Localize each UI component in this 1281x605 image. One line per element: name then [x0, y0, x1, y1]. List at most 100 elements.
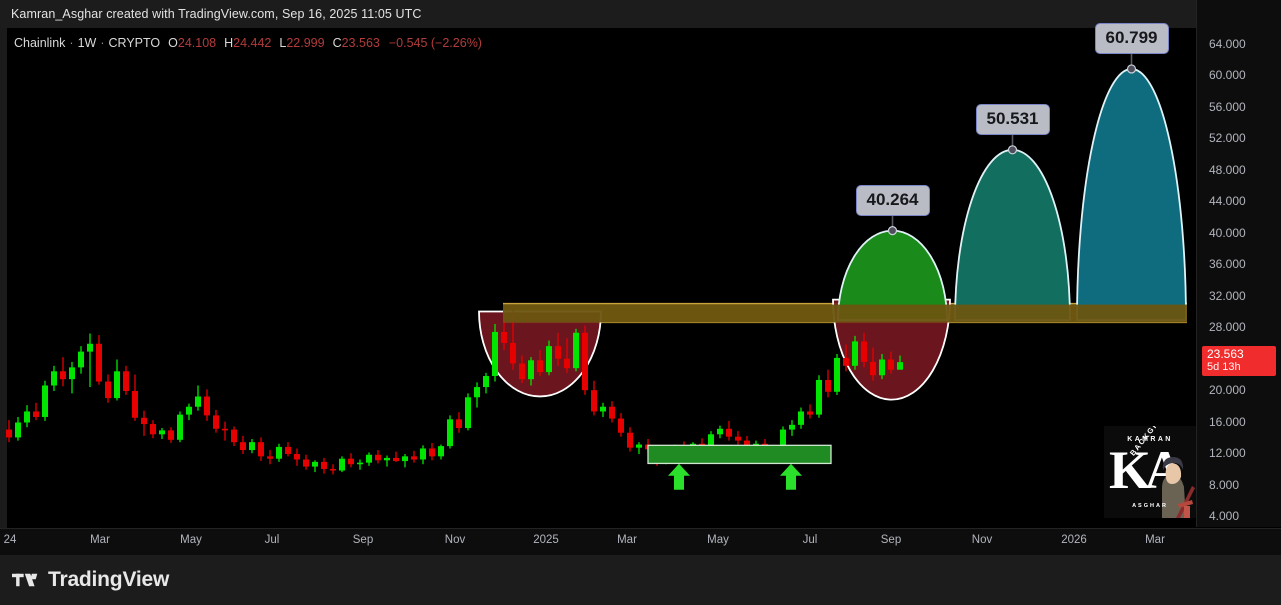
candle-body	[555, 346, 561, 359]
peak-marker-dot[interactable]	[1007, 145, 1018, 155]
legend-open-key: O	[168, 35, 178, 50]
candle-body	[204, 396, 210, 416]
buy-arrow-2[interactable]	[780, 463, 802, 490]
candle-body	[96, 343, 102, 382]
candle-body	[429, 448, 435, 457]
candle-body	[744, 440, 750, 447]
legend-separator-1: ·	[69, 35, 74, 50]
projection-arc-2[interactable]	[954, 148, 1071, 322]
candle-body	[465, 397, 471, 428]
candle-body	[105, 381, 111, 399]
candle-body	[123, 371, 129, 391]
time-tick: May	[707, 534, 729, 546]
candle-body	[78, 351, 84, 368]
candle-body	[600, 406, 606, 412]
candle-body	[33, 411, 39, 417]
candle-body	[159, 430, 165, 435]
candle-body	[411, 456, 417, 460]
candle-body	[24, 411, 30, 423]
candle-body	[816, 379, 822, 415]
price-tick: 20.000	[1209, 383, 1246, 398]
candle-body	[789, 424, 795, 430]
candle-body	[267, 456, 273, 459]
candle-body	[330, 468, 336, 471]
legend-interval[interactable]: 1W	[77, 35, 97, 50]
candle-body	[114, 371, 120, 399]
peak-price-label[interactable]: 50.531	[975, 103, 1050, 135]
candle-body	[177, 414, 183, 440]
current-price-tag: 23.563 5d 13h	[1202, 346, 1276, 377]
candle-body	[861, 341, 867, 362]
candle-body	[348, 458, 354, 465]
candle-body	[627, 432, 633, 448]
buy-arrow-1[interactable]	[668, 463, 690, 490]
candle-body	[141, 417, 147, 425]
price-tick: 8.000	[1209, 477, 1240, 492]
watermark-character-art	[1162, 457, 1195, 518]
candle-body	[483, 376, 489, 388]
candle-body	[366, 454, 372, 463]
candle-body	[492, 331, 498, 377]
legend-close-value: 23.563	[341, 35, 380, 50]
price-tick: 56.000	[1209, 99, 1246, 114]
candle-body	[393, 457, 399, 462]
price-tick: 32.000	[1209, 288, 1246, 303]
chart-pane[interactable]: Chainlink · 1W · CRYPTO O 24.108 H 24.442 …	[0, 22, 1281, 555]
candle-body	[870, 361, 876, 376]
time-tick: Mar	[1145, 534, 1165, 546]
legend-separator-2: ·	[100, 35, 105, 50]
legend-change: −0.545 (−2.26%)	[388, 35, 482, 50]
candle-body	[384, 457, 390, 461]
candle-body	[438, 446, 444, 457]
peak-marker-dot[interactable]	[887, 226, 898, 236]
time-tick: 24	[3, 534, 17, 546]
projection-arc-3[interactable]	[1076, 68, 1187, 322]
candle-body	[636, 444, 642, 448]
candle-body	[834, 357, 840, 392]
tradingview-logo[interactable]: TradingView	[0, 568, 169, 592]
price-tick: 12.000	[1209, 446, 1246, 461]
candle-body	[573, 332, 579, 369]
peak-price-label[interactable]: 40.264	[855, 184, 930, 216]
chart-legend[interactable]: Chainlink · 1W · CRYPTO O 24.108 H 24.442 …	[14, 34, 482, 51]
support-box[interactable]	[647, 444, 832, 465]
resistance-band-overlay	[503, 304, 1187, 323]
cup-2[interactable]	[832, 298, 951, 401]
candle-body	[195, 396, 201, 407]
candle-body	[42, 385, 48, 417]
peak-marker-dot[interactable]	[1126, 64, 1137, 74]
time-tick: Mar	[90, 534, 110, 546]
candle-body	[231, 429, 237, 443]
legend-symbol[interactable]: Chainlink	[14, 35, 66, 50]
candle-body	[537, 360, 543, 373]
candle-body	[780, 429, 786, 447]
candle-body	[474, 387, 480, 398]
candle-body	[420, 448, 426, 460]
candle-body	[708, 434, 714, 447]
candle-body	[276, 446, 282, 459]
time-scale[interactable]: 24 Mar May Jul Sep Nov 2025 Mar May Jul Sep Nov 2026…	[0, 528, 1281, 556]
legend-high-key: H	[224, 35, 234, 50]
candle-body	[51, 371, 57, 386]
candle-body	[222, 428, 228, 431]
candle-body	[69, 367, 75, 380]
legend-low-key: L	[279, 35, 287, 50]
candle-body	[510, 342, 516, 364]
price-tick: 44.000	[1209, 194, 1246, 209]
candle-body	[87, 343, 93, 352]
candle-body	[339, 458, 345, 471]
candle-body	[888, 359, 894, 370]
legend-open-value: 24.108	[177, 35, 217, 50]
time-tick: May	[180, 534, 202, 546]
legend-exchange: CRYPTO	[108, 35, 161, 50]
time-tick: Sep	[880, 534, 902, 546]
peak-price-label[interactable]: 60.799	[1094, 22, 1169, 54]
price-scale[interactable]: 64.000 60.000 56.000 52.000 48.000 44.000 40.0…	[1196, 0, 1281, 527]
candle-body	[6, 429, 12, 438]
author-watermark-logo: KAMRAN KA BACKGROUNDS ASGHAR	[1104, 426, 1196, 518]
candle-body	[249, 442, 255, 451]
chart-plot-area[interactable]	[0, 28, 1196, 528]
candle-body	[852, 341, 858, 366]
candle-body	[501, 331, 507, 343]
